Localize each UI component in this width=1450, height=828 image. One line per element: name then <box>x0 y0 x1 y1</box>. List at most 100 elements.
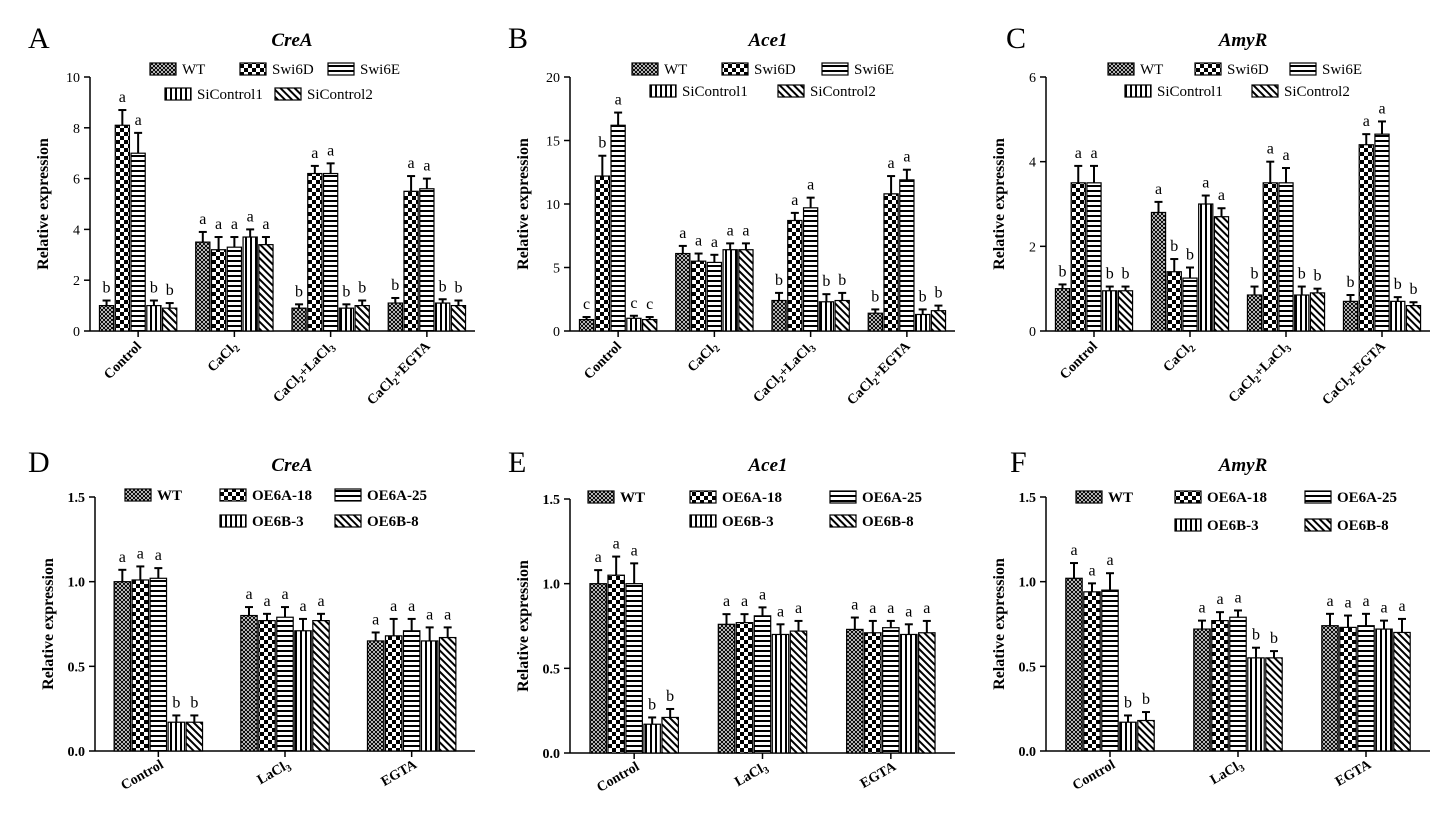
bar-swi6e <box>322 172 339 332</box>
legend-swatch-swi6e <box>821 62 849 76</box>
significance-label: a <box>1398 598 1405 615</box>
significance-label: b <box>190 694 198 711</box>
significance-label: a <box>695 233 702 250</box>
bar-wt <box>291 307 307 332</box>
legend: WT OE6A-18 OE6A-25 OE6B-3 OE6B-8 <box>1075 490 1397 534</box>
bar-oe6a-25 <box>753 615 772 754</box>
legend-label-sicontrol2: SiControl2 <box>810 84 876 100</box>
bar-wt <box>98 305 115 332</box>
chart-title: CreA <box>271 30 312 51</box>
y-tick-label: 0.5 <box>1019 660 1037 675</box>
significance-label: a <box>408 598 415 615</box>
panel-d: D CreA 0.0 0.5 1.0 1.5 Relative expression Cont… <box>28 446 475 794</box>
y-axis-label: Relative expression <box>40 558 57 690</box>
bar-sicontrol1 <box>626 317 642 332</box>
bar-swi6d <box>114 124 131 332</box>
legend-label-sicontrol1: SiControl1 <box>197 87 263 103</box>
significance-label: a <box>1075 145 1082 162</box>
bar-oe6a-18 <box>607 574 625 754</box>
bar-sicontrol1 <box>338 307 355 332</box>
bar-wt <box>867 312 883 332</box>
bar-swi6e <box>706 261 723 332</box>
x-tick-label-lacl3: LaCl3 <box>255 757 294 789</box>
bar-sicontrol2 <box>738 249 754 332</box>
y-tick-label: 0.5 <box>68 660 86 675</box>
bar-oe6b-3 <box>1119 721 1137 752</box>
y-tick-label: 2 <box>73 274 80 289</box>
bar-sicontrol1 <box>1294 294 1310 332</box>
significance-label: b <box>103 280 111 297</box>
bar-wt <box>1321 625 1339 752</box>
bar-oe6a-18 <box>1083 591 1101 752</box>
legend-swatch-swi6d <box>721 62 749 76</box>
legend-label-swi6e: Swi6E <box>854 62 894 78</box>
x-tick-label-cacl2: CaCl2 <box>685 339 723 377</box>
bar-sicontrol1 <box>242 236 258 332</box>
y-axis-label: Relative expression <box>515 138 532 270</box>
x-tick-label-cacl2-lacl3: CaCl2+LaCl3 <box>1226 339 1294 407</box>
panel-letter: D <box>28 446 50 479</box>
legend: WT OE6A-18 OE6A-25 OE6B-3 OE6B-8 <box>124 488 427 530</box>
chart-title: CreA <box>271 455 312 476</box>
bar-oe6b-3 <box>1247 657 1265 752</box>
panel-letter: B <box>508 22 528 55</box>
significance-label: a <box>215 216 222 233</box>
bar-sicontrol2 <box>258 244 274 332</box>
bar-swi6e <box>802 207 819 332</box>
legend-label-sicontrol2: SiControl2 <box>307 87 373 103</box>
legend-label-swi6d: Swi6D <box>1227 62 1269 78</box>
legend-swatch-wt <box>124 488 152 502</box>
bar-sicontrol1 <box>818 301 835 332</box>
x-tick-label-cacl2: CaCl2 <box>1161 339 1199 377</box>
significance-label: b <box>1313 268 1321 285</box>
bar-oe6a-25 <box>1229 616 1247 752</box>
significance-label: b <box>1298 266 1306 283</box>
legend-label-oe6b-3: OE6B-3 <box>722 514 774 530</box>
significance-label: a <box>888 155 895 172</box>
bar-oe6a-18 <box>735 622 754 754</box>
significance-label: b <box>598 135 606 152</box>
legend-label-oe6b-8: OE6B-8 <box>367 514 419 530</box>
bar-sicontrol1 <box>722 249 738 332</box>
legend-label-swi6d: Swi6D <box>272 62 314 78</box>
legend-swatch-oe6b-3 <box>219 514 247 528</box>
bar-wt <box>846 628 864 754</box>
x-tick-label-cacl2-egta: CaCl2+EGTA <box>1320 339 1391 410</box>
significance-label: b <box>838 272 846 289</box>
significance-label: b <box>1124 694 1132 711</box>
bar-sicontrol1 <box>146 305 162 332</box>
legend-label-oe6b-8: OE6B-8 <box>862 514 914 530</box>
significance-label: b <box>342 283 350 300</box>
legend-swatch-oe6a-18 <box>689 490 717 504</box>
y-tick-label: 1.0 <box>68 576 86 591</box>
bar-sicontrol2 <box>162 307 178 332</box>
significance-label: c <box>646 296 653 313</box>
significance-label: b <box>1394 276 1402 293</box>
bar-swi6e <box>610 124 626 332</box>
bar-oe6b-3 <box>643 723 661 754</box>
bar-oe6b-8 <box>789 630 808 754</box>
bar-oe6a-18 <box>864 632 882 754</box>
bar-swi6e <box>1278 182 1294 332</box>
legend-swatch-oe6b-8 <box>829 514 857 528</box>
y-tick-label: 0 <box>553 325 560 340</box>
significance-label: b <box>1409 281 1417 298</box>
significance-label: a <box>711 234 718 251</box>
legend-label-swi6e: Swi6E <box>360 62 400 78</box>
y-tick-label: 1.0 <box>1019 576 1037 591</box>
bar-oe6a-18 <box>1211 620 1229 752</box>
significance-label: a <box>299 598 306 615</box>
bar-oe6b-8 <box>1265 657 1283 752</box>
significance-label: b <box>775 272 783 289</box>
bar-oe6a-25 <box>402 630 421 752</box>
significance-label: a <box>723 593 730 610</box>
legend-label-swi6e: Swi6E <box>1322 62 1362 78</box>
bar-oe6b-8 <box>312 620 330 752</box>
x-tick-label-cacl2-lacl3: CaCl2+LaCl3 <box>751 339 819 407</box>
bar-oe6b-3 <box>294 630 312 752</box>
legend-swatch-sicontrol1 <box>649 84 677 98</box>
chart-title: AmyR <box>1218 30 1268 51</box>
x-tick-label-cacl2-egta: CaCl2+EGTA <box>365 339 436 410</box>
y-tick-label: 15 <box>546 135 560 150</box>
significance-label: a <box>135 112 142 129</box>
